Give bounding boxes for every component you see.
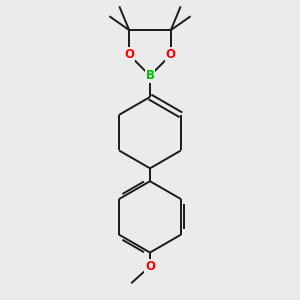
Text: O: O: [166, 48, 176, 62]
Text: O: O: [124, 48, 134, 62]
Text: O: O: [145, 260, 155, 273]
Text: B: B: [146, 69, 154, 82]
